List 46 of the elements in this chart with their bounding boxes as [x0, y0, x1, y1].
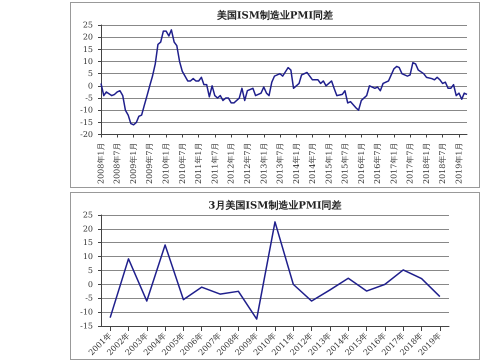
x-tick-label: 2014年1月 — [292, 142, 301, 184]
x-tick-label: 2014年7月 — [308, 142, 317, 184]
x-tick-label: 2015年7月 — [340, 142, 350, 184]
y-tick-label: 5 — [88, 69, 93, 78]
x-tick-label: 2011年1月 — [194, 142, 204, 184]
y-tick-label: -5 — [85, 94, 93, 103]
x-tick-label: 2009年7月 — [145, 142, 154, 184]
x-tick-label: 2012年7月 — [242, 142, 252, 184]
chart-title: 美国ISM制造业PMI同差 — [216, 10, 334, 22]
x-tick-label: 2012年1月 — [226, 142, 236, 184]
y-tick-label: -10 — [80, 308, 93, 317]
x-tick-label: 2009年1月 — [129, 142, 138, 184]
x-tick-label: 2010年7月 — [178, 142, 187, 184]
y-tick-label: 25 — [82, 20, 93, 30]
y-tick-label: 0 — [88, 280, 93, 289]
x-tick-label: 2015年1月 — [324, 142, 334, 184]
y-tick-label: 10 — [82, 57, 93, 66]
y-tick-label: 5 — [88, 266, 93, 275]
x-tick-label: 2018年7月 — [438, 142, 448, 184]
y-tick-label: -15 — [80, 118, 93, 127]
x-tick-label: 2008年1月 — [96, 142, 106, 184]
y-tick-label: -5 — [85, 294, 93, 303]
x-tick-label: 2017年7月 — [406, 142, 415, 184]
y-tick-label: -20 — [80, 130, 93, 140]
x-tick-label: 2016年1月 — [356, 142, 366, 184]
y-tick-label: 25 — [82, 210, 93, 220]
x-tick-label: 2018年1月 — [422, 142, 431, 184]
line-series — [100, 29, 468, 126]
y-tick-label: 15 — [82, 238, 93, 248]
y-tick-label: -10 — [80, 106, 93, 115]
x-tick-label: 2013年1月 — [259, 142, 268, 184]
x-tick-label: 2013年7月 — [275, 142, 284, 184]
x-tick-label: 2011年7月 — [210, 142, 220, 184]
x-tick-label: 2016年7月 — [373, 142, 382, 184]
x-tick-label: 2019年1月 — [454, 142, 464, 184]
y-tick-label: 10 — [82, 252, 93, 262]
line-series — [109, 221, 441, 320]
x-tick-label: 2010年1月 — [162, 142, 171, 184]
y-tick-label: 15 — [82, 44, 93, 54]
y-tick-label: 0 — [88, 81, 93, 90]
y-tick-label: 20 — [82, 32, 93, 42]
chart-title: 3月美国ISM制造业PMI同差 — [208, 200, 342, 212]
x-tick-label: 2017年1月 — [389, 142, 398, 184]
y-tick-label: -15 — [80, 321, 93, 330]
y-tick-label: 20 — [82, 224, 93, 234]
x-tick-label: 2008年7月 — [112, 142, 122, 184]
